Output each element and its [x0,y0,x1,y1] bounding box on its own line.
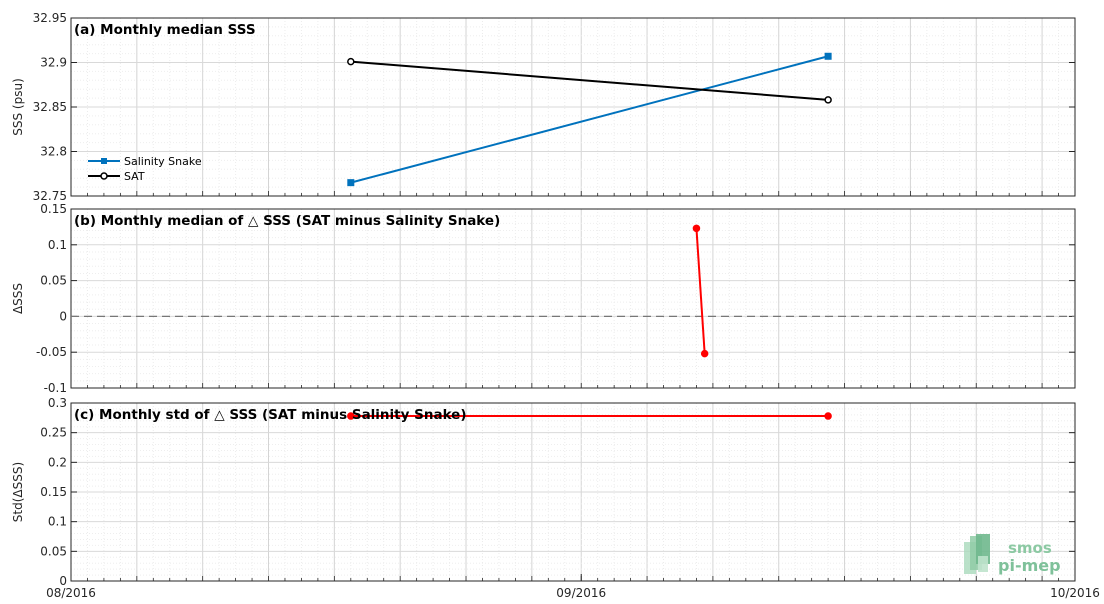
y-tick-label: 0.25 [40,426,67,440]
legend-entry: SAT [124,170,145,183]
x-tick-label: 10/2016 [1050,586,1100,600]
axes-box [70,17,1076,197]
y-axis-label: SSS (psu) [11,78,25,136]
y-tick-label: 0.05 [40,274,67,288]
y-tick-label: 0.15 [40,202,67,216]
text-layer: 32.75 32.8 32.85 32.9 32.95 (a) Monthly media… [11,11,1100,600]
y-tick-label: 0.1 [48,238,67,252]
axes-box [70,402,1076,582]
y-tick-label: 32.8 [40,145,67,159]
y-tick-label: 32.95 [33,11,67,25]
panel-title: (b) Monthly median of △ SSS (SAT minus S… [74,213,500,229]
panel-title: (c) Monthly std of △ SSS (SAT minus Sali… [74,407,467,423]
y-tick-label: -0.1 [44,381,67,395]
data-point [347,179,355,187]
y-tick-label: -0.05 [36,345,67,359]
data-point [824,96,832,104]
y-tick-label: 0.1 [48,515,67,529]
legend-marker [101,158,107,164]
y-tick-label: 32.9 [40,56,67,70]
grid-layer [71,17,1075,582]
series-line [350,60,829,101]
series-line [350,55,829,184]
data-point [700,349,709,358]
panel-title: (a) Monthly median SSS [74,22,256,38]
logo-line1: smos [1008,539,1052,557]
y-tick-label: 0 [59,574,67,588]
y-tick-label: 0 [59,309,67,323]
x-tick-label: 08/2016 [46,586,96,600]
y-tick-label: 0.3 [48,396,67,410]
data-point [347,412,355,420]
y-tick-label: 0.15 [40,485,67,499]
data-point [824,52,832,60]
logo-line2: pi-mep [998,556,1061,575]
y-tick-label: 32.85 [33,100,67,114]
y-tick-label: 0.2 [48,455,67,469]
data-point [347,57,355,66]
smos-pi-mep-logo: smos pi-mep [964,534,1061,575]
y-tick-label: 32.75 [33,189,67,203]
data-point [692,224,701,233]
legend-entry: Salinity Snake [124,155,202,168]
series-layer [71,52,1075,420]
axes-layer [70,17,1076,582]
legend-marker [100,172,108,180]
y-tick-label: 0.05 [40,544,67,558]
axes-box [70,208,1076,389]
series-line [695,228,706,354]
y-axis-label: Std(ΔSSS) [11,462,25,522]
data-point [824,412,832,420]
y-axis-label: ΔSSS [11,283,25,314]
x-tick-label: 09/2016 [556,586,606,600]
